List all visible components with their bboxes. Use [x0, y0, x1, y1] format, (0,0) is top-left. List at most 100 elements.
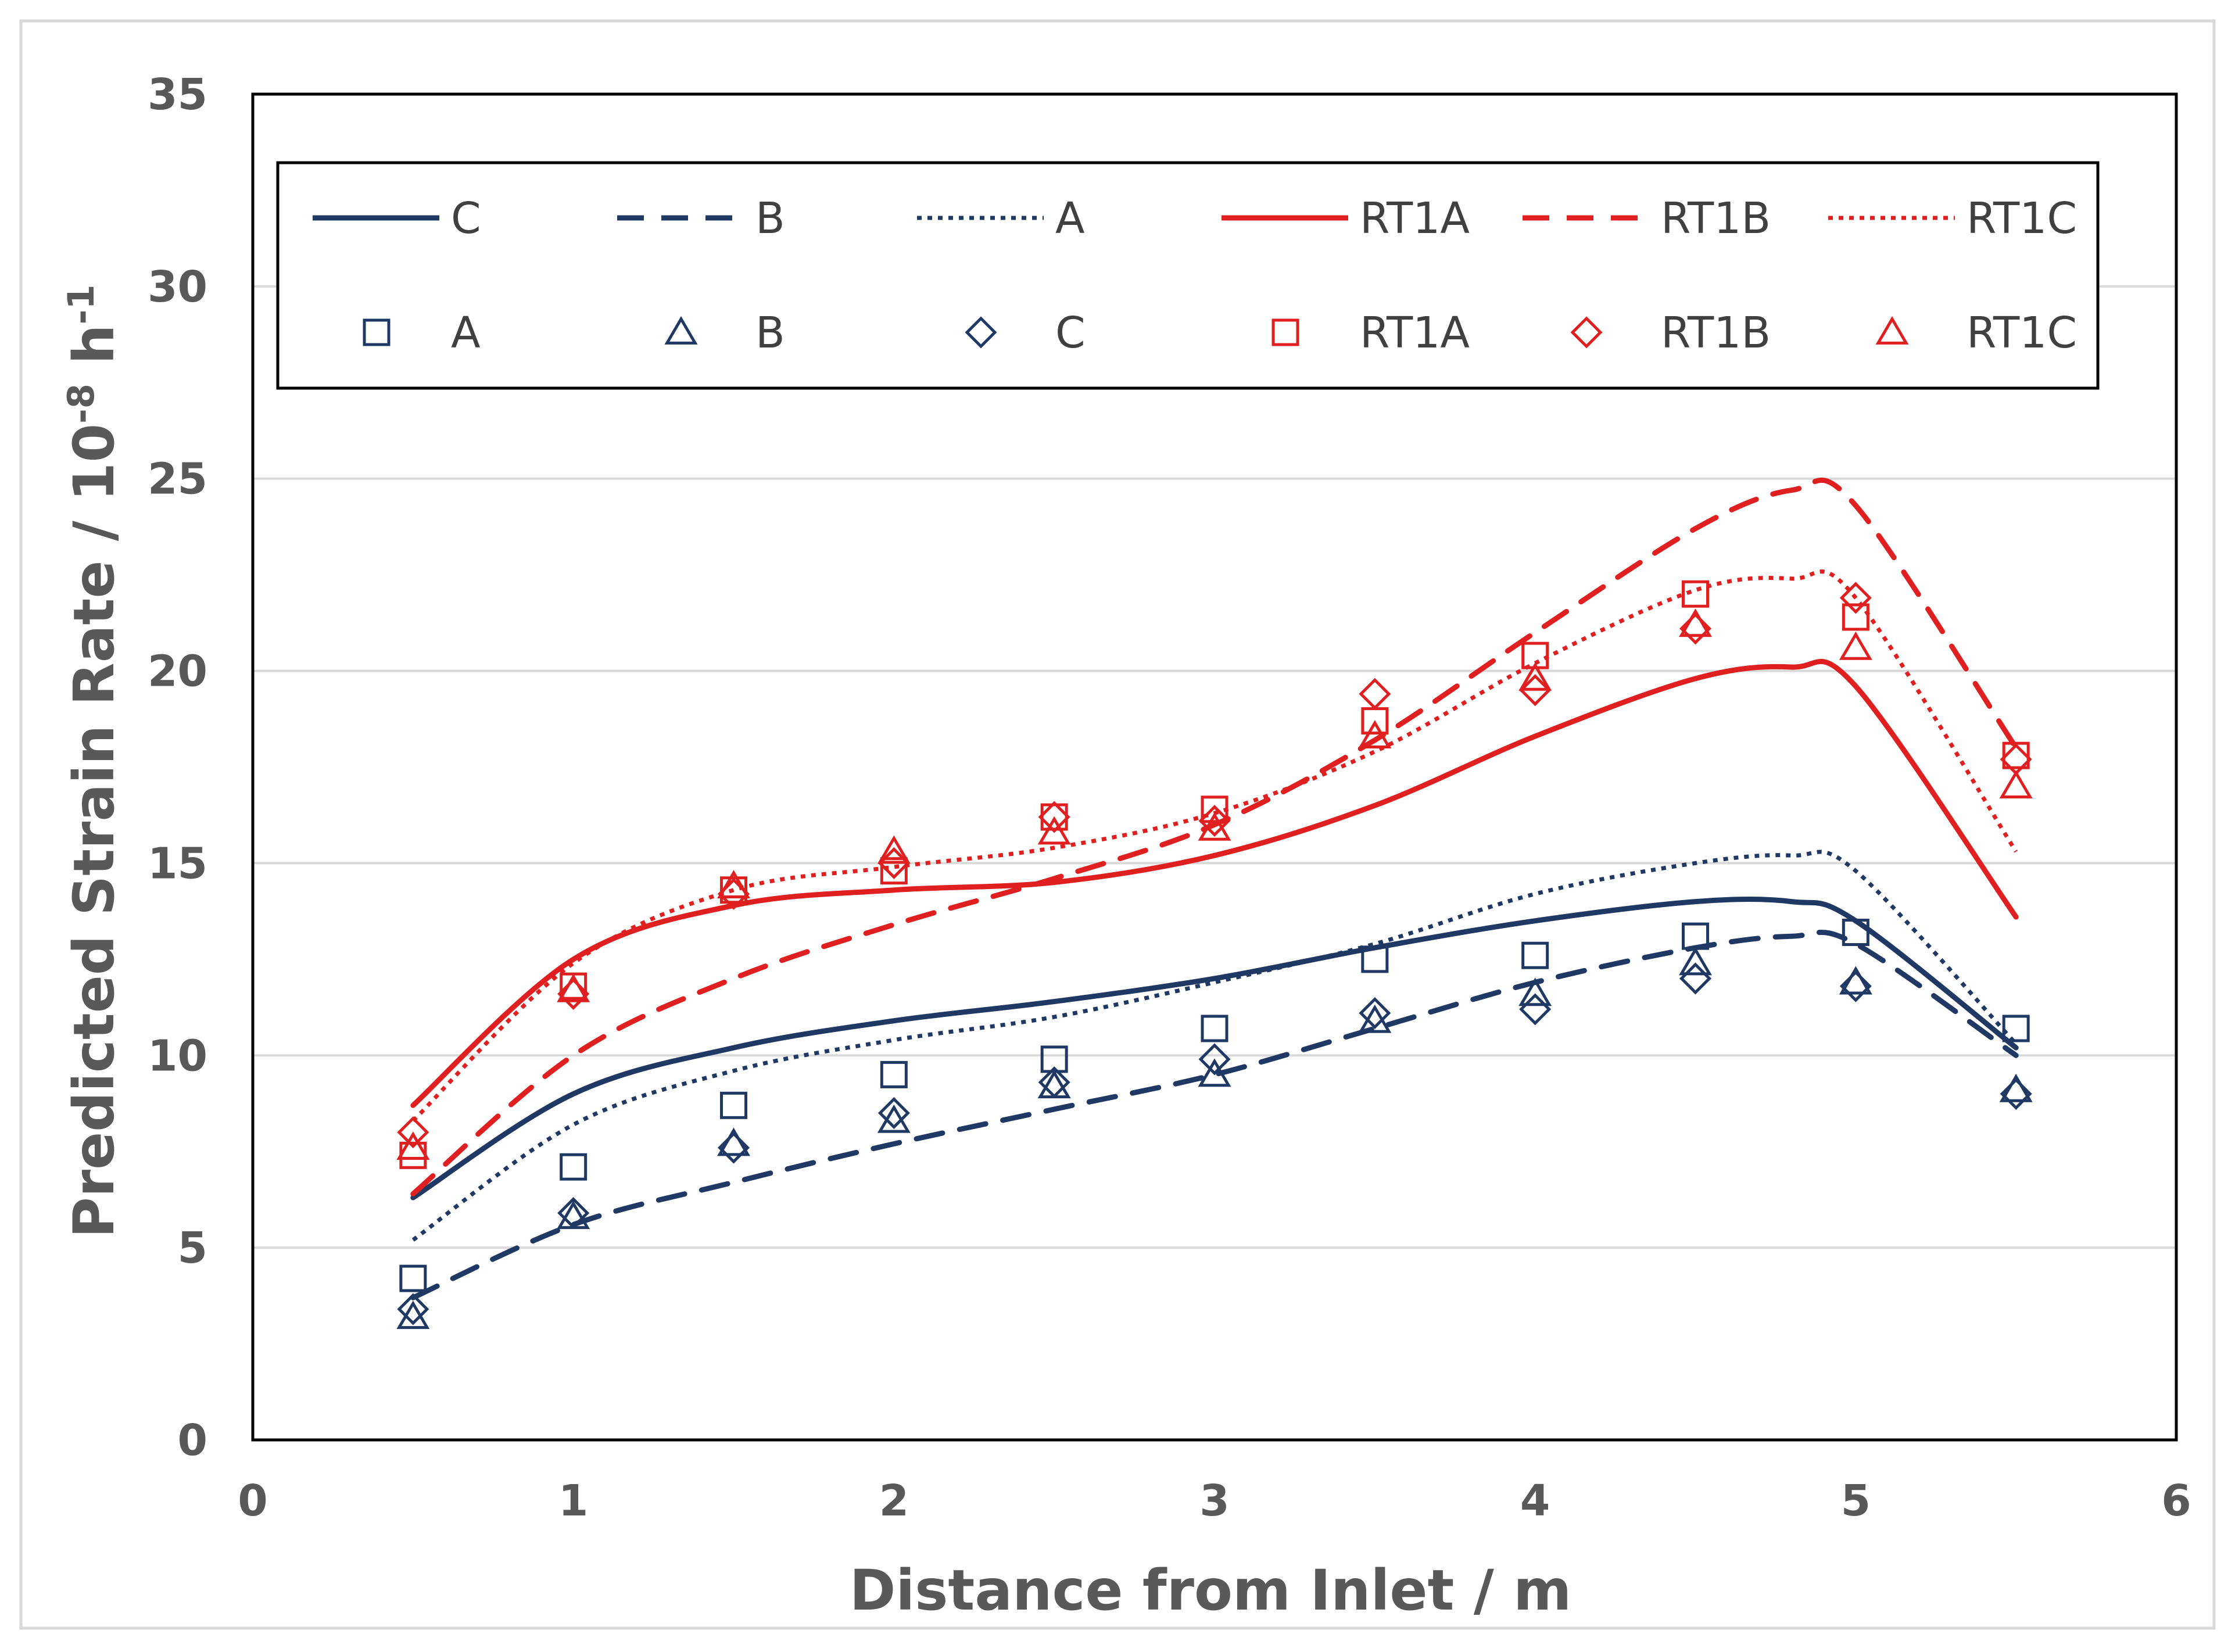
marker-RT1B-diamond-3 [1198, 805, 1231, 837]
marker-C-diamond-2.5 [1038, 1066, 1070, 1099]
legend-marker-label-RT1A-square: RT1A [1360, 308, 1470, 358]
marker-RT1C-triangle-3 [1198, 812, 1231, 841]
x-tick-label-0: 0 [238, 1476, 268, 1526]
y-tick-label-35: 35 [148, 70, 207, 120]
marker-RT1C-triangle-4.5 [1678, 608, 1713, 637]
legend-marker-swatch-RT1C-triangle [1875, 316, 1909, 345]
x-tick-label-3: 3 [1199, 1476, 1230, 1526]
line-series-C-solid [410, 896, 2019, 1201]
plot-area-border [251, 92, 2178, 1442]
legend-marker-label-B-triangle: B [755, 308, 785, 358]
marker-A-square-5.5 [2002, 1015, 2030, 1042]
marker-C-diamond-4 [1519, 993, 1552, 1026]
y-axis-title-mid: h [62, 324, 127, 384]
marker-C-diamond-0.5 [397, 1293, 429, 1325]
marker-RT1A-square-4.5 [1682, 580, 1709, 608]
marker-A-square-5 [1842, 919, 1869, 947]
marker-RT1C-triangle-0.5 [396, 1131, 430, 1160]
legend-line-label-RT1C-dotted: RT1C [1967, 193, 2077, 243]
marker-C-diamond-3 [1198, 1043, 1231, 1076]
legend-marker-label-RT1B-diamond: RT1B [1661, 308, 1771, 358]
x-tick-label-6: 6 [2161, 1476, 2191, 1526]
legend-marker-swatch-RT1B-diamond [1570, 316, 1603, 349]
marker-A-square-4 [1521, 941, 1549, 969]
marker-RT1B-diamond-2 [877, 847, 910, 879]
y-axis-title-main: Predicted Strain Rate / 10 [62, 424, 127, 1238]
y-tick-label-30: 30 [148, 262, 207, 312]
marker-A-square-3 [1201, 1015, 1228, 1042]
marker-RT1A-square-1.5 [720, 876, 747, 904]
marker-RT1A-square-3 [1201, 795, 1228, 823]
marker-RT1C-triangle-2.5 [1037, 816, 1071, 845]
marker-A-square-1.5 [720, 1091, 747, 1119]
legend-marker-label-RT1C-triangle: RT1C [1967, 308, 2077, 358]
line-series-B-dashed [410, 930, 2019, 1300]
x-tick-label-1: 1 [558, 1476, 589, 1526]
legend-marker-swatch-RT1A-square [1271, 318, 1299, 346]
legend-marker-swatch-C-diamond [965, 316, 997, 349]
legend-box [276, 161, 2100, 390]
marker-RT1B-diamond-4.5 [1679, 612, 1712, 645]
marker-RT1C-triangle-3.5 [1358, 720, 1392, 748]
y-tick-label-10: 10 [148, 1031, 207, 1081]
legend: C B A RT1A RT1B RT1C A B C RT1A RT1B RT1C [276, 161, 2100, 390]
x-tick-label-2: 2 [879, 1476, 909, 1526]
y-tick-label-20: 20 [148, 647, 207, 697]
y-tick-label-15: 15 [148, 838, 207, 888]
marker-RT1B-diamond-2.5 [1038, 801, 1070, 833]
legend-line-label-B-dashed: B [755, 193, 785, 243]
legend-line-label-RT1A-solid: RT1A [1360, 193, 1470, 243]
y-axis-title: Predicted Strain Rate / 10-8 h-1 [60, 284, 127, 1238]
marker-RT1C-triangle-1.5 [717, 870, 751, 899]
marker-RT1C-triangle-2 [877, 835, 911, 864]
line-series-RT1C-dotted [411, 569, 2018, 1123]
y-tick-label-5: 5 [178, 1223, 208, 1273]
y-axis-title-exponent-2: -1 [60, 284, 102, 324]
legend-marker-label-C-diamond: C [1055, 308, 1086, 358]
marker-C-diamond-3.5 [1359, 997, 1391, 1030]
x-tick-label-4: 4 [1520, 1476, 1550, 1526]
marker-RT1B-diamond-1 [557, 977, 590, 1010]
marker-RT1B-diamond-4 [1519, 674, 1552, 707]
marker-RT1B-diamond-3.5 [1359, 678, 1391, 710]
marker-B-triangle-3 [1198, 1058, 1231, 1087]
legend-marker-label-A-square: A [451, 308, 481, 358]
marker-B-triangle-4 [1518, 977, 1552, 1006]
legend-line-label-RT1B-dashed: RT1B [1661, 193, 1771, 243]
legend-marker-swatch-A-square [363, 318, 391, 346]
marker-RT1B-diamond-0.5 [397, 1116, 429, 1149]
marker-RT1C-triangle-1 [557, 973, 590, 1002]
marker-RT1B-diamond-5 [1839, 582, 1872, 614]
marker-RT1A-square-2 [880, 857, 908, 885]
marker-RT1C-triangle-4 [1518, 662, 1552, 691]
marker-RT1C-triangle-5.5 [1999, 770, 2033, 798]
marker-B-triangle-4.5 [1678, 947, 1713, 976]
marker-C-diamond-1 [557, 1197, 590, 1230]
marker-C-diamond-5.5 [2000, 1077, 2032, 1110]
marker-RT1C-triangle-5 [1839, 631, 1872, 660]
marker-RT1A-square-5 [1842, 603, 1869, 631]
x-tick-label-5: 5 [1841, 1476, 1871, 1526]
series-markers [396, 580, 2033, 1330]
marker-A-square-2 [880, 1060, 908, 1088]
legend-line-label-C-solid: C [451, 193, 481, 243]
y-tick-label-0: 0 [178, 1416, 208, 1465]
legend-line-label-A-dotted: A [1055, 193, 1085, 243]
line-series-RT1A-solid [410, 658, 2019, 1108]
legend-marker-swatch-B-triangle [664, 316, 698, 345]
marker-RT1A-square-5.5 [2002, 741, 2030, 769]
tick-labels: 0 5 10 15 20 25 30 35 0 1 2 3 4 5 6 [148, 70, 2191, 1526]
marker-C-diamond-2 [877, 1097, 910, 1130]
y-axis-title-exponent-1: -8 [60, 384, 102, 424]
marker-C-diamond-5 [1839, 970, 1872, 1002]
marker-A-square-0.5 [399, 1264, 427, 1292]
y-tick-label-25: 25 [148, 454, 207, 504]
series-lines [410, 477, 2019, 1300]
x-axis-title: Distance from Inlet / m [850, 1558, 1572, 1623]
marker-C-diamond-4.5 [1679, 962, 1712, 995]
marker-A-square-3.5 [1361, 945, 1389, 973]
marker-C-diamond-1.5 [717, 1131, 750, 1164]
marker-A-square-1 [560, 1153, 588, 1181]
